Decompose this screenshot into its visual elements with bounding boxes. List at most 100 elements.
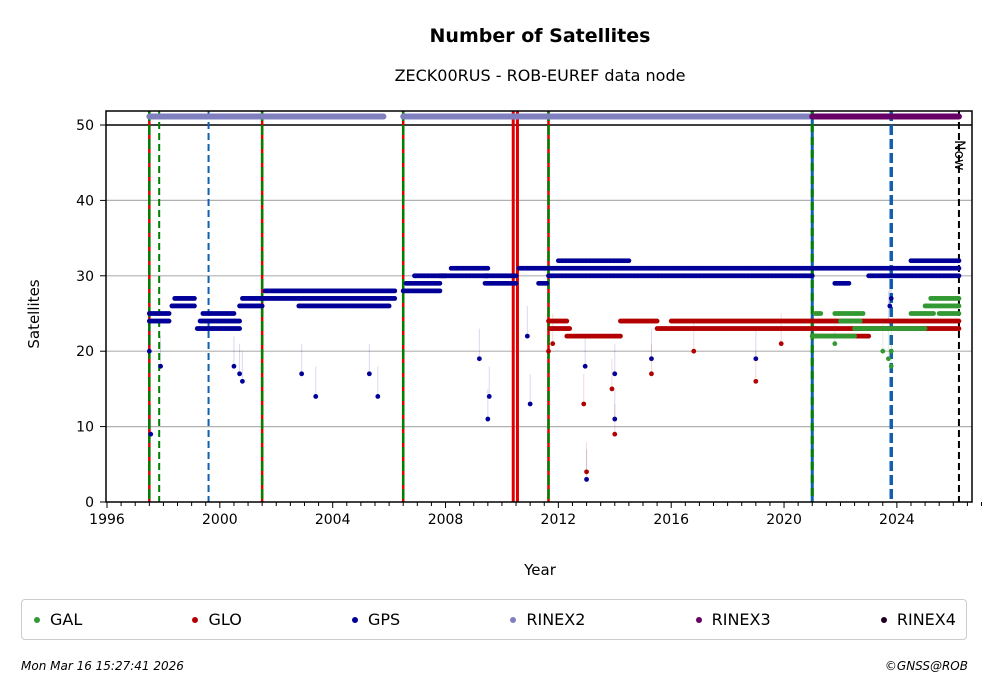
gal-point: [888, 348, 894, 354]
y-axis-label: Satellites: [25, 279, 43, 348]
glo-point: [778, 341, 784, 347]
gps-point: [846, 280, 852, 286]
rinex2-marker-icon: [510, 616, 517, 623]
gal-point: [880, 348, 886, 354]
gps-point: [231, 363, 237, 369]
glo-point: [567, 326, 573, 331]
gps-point: [582, 363, 588, 369]
y-tick-label: 50: [76, 118, 94, 134]
gal-point: [956, 296, 962, 301]
plot-frame: [105, 110, 973, 503]
gps-point: [612, 416, 618, 422]
y-tick-label: 40: [76, 193, 94, 209]
gps-point: [192, 296, 197, 301]
gal-point: [888, 363, 894, 369]
gps-point: [166, 311, 172, 316]
timestamp: Mon Mar 16 15:27:41 2026: [21, 659, 184, 673]
legend-label: RINEX2: [526, 610, 586, 629]
legend-item-rinex3: RINEX3: [695, 610, 771, 629]
y-tick-label: 30: [76, 269, 94, 285]
y-tick-label: 20: [76, 344, 94, 360]
x-tick-label: 1996: [89, 512, 125, 528]
gps-point: [513, 273, 519, 279]
gal-point: [956, 311, 962, 316]
y-tick-label: 0: [85, 495, 94, 511]
legend-item-glo: GLO: [192, 610, 242, 629]
glo-point: [649, 371, 654, 377]
glo-point: [584, 469, 589, 475]
gal-marker-icon: [34, 616, 40, 623]
x-tick-label: 2012: [541, 512, 577, 528]
glo-point: [956, 318, 962, 324]
gps-point: [584, 476, 589, 482]
gps-point: [753, 356, 759, 362]
legend-label: GAL: [50, 610, 83, 629]
gps-point: [313, 394, 319, 399]
legend-label: RINEX3: [711, 610, 771, 629]
gal-point: [818, 311, 824, 316]
gal-point: [857, 318, 863, 324]
glo-point: [753, 378, 759, 384]
gps-point: [956, 258, 962, 264]
x-tick-label: 2000: [202, 512, 238, 528]
gps-point: [649, 356, 654, 362]
glo-point: [866, 333, 872, 339]
gps-point: [299, 371, 305, 377]
gal-point: [832, 341, 838, 347]
gps-point: [437, 280, 443, 286]
gps-point: [476, 356, 482, 362]
gal-point: [956, 303, 962, 309]
gps-point: [888, 296, 894, 301]
x-tick-label: 2024: [879, 512, 915, 528]
x-tick-label: 2016: [653, 512, 689, 528]
credit: ©GNSS@ROB: [884, 659, 968, 673]
gps-point: [231, 311, 237, 316]
glo-point: [612, 431, 618, 437]
glo-point: [550, 341, 556, 347]
gps-point: [375, 394, 381, 399]
chart-title: Number of Satellites: [430, 25, 651, 47]
gps-point: [626, 258, 632, 264]
gps-point: [237, 326, 242, 331]
legend-label: GPS: [367, 610, 401, 629]
legend-label: RINEX4: [896, 610, 956, 629]
gps-point: [166, 318, 172, 324]
gps-point: [544, 280, 550, 286]
gps-point: [485, 265, 491, 271]
chart-subtitle: ZECK00RUS - ROB-EUREF data node: [395, 66, 686, 85]
gps-point: [485, 416, 491, 422]
legend-label: GLO: [208, 610, 242, 629]
gps-point: [192, 303, 197, 309]
legend-item-gal: GAL: [34, 610, 82, 629]
legend-item-rinex4: RINEX4: [880, 610, 956, 629]
gal-point: [852, 333, 857, 339]
rinex3-marker-icon: [695, 616, 702, 623]
gps-point: [146, 348, 152, 354]
gps-point: [392, 296, 398, 301]
gps-point: [386, 303, 392, 309]
gal-point: [886, 356, 891, 362]
gal-point: [860, 311, 866, 316]
satellites-chart: Number of Satellites ZECK00RUS - ROB-EUR…: [25, 25, 983, 579]
gps-point: [486, 394, 492, 399]
y-tick-label: 10: [76, 420, 94, 436]
glo-point: [546, 348, 551, 354]
gps-point: [237, 371, 242, 377]
glo-marker-icon: [192, 616, 199, 623]
legend-item-gps: GPS: [351, 610, 401, 629]
glo-point: [618, 333, 623, 339]
gps-point: [809, 273, 815, 279]
x-tick-label: 2004: [315, 512, 351, 528]
gps-marker-icon: [351, 616, 358, 623]
glo-point: [654, 318, 660, 324]
legend-item-rinex2: RINEX2: [510, 610, 585, 629]
now-label: Now: [951, 140, 967, 171]
gps-point: [158, 363, 163, 369]
glo-point: [581, 401, 587, 407]
gps-point: [437, 288, 443, 294]
gps-point: [259, 303, 265, 309]
gps-point: [524, 333, 530, 339]
glo-point: [956, 326, 962, 331]
x-axis-label: Year: [523, 561, 557, 579]
gps-point: [392, 288, 398, 294]
